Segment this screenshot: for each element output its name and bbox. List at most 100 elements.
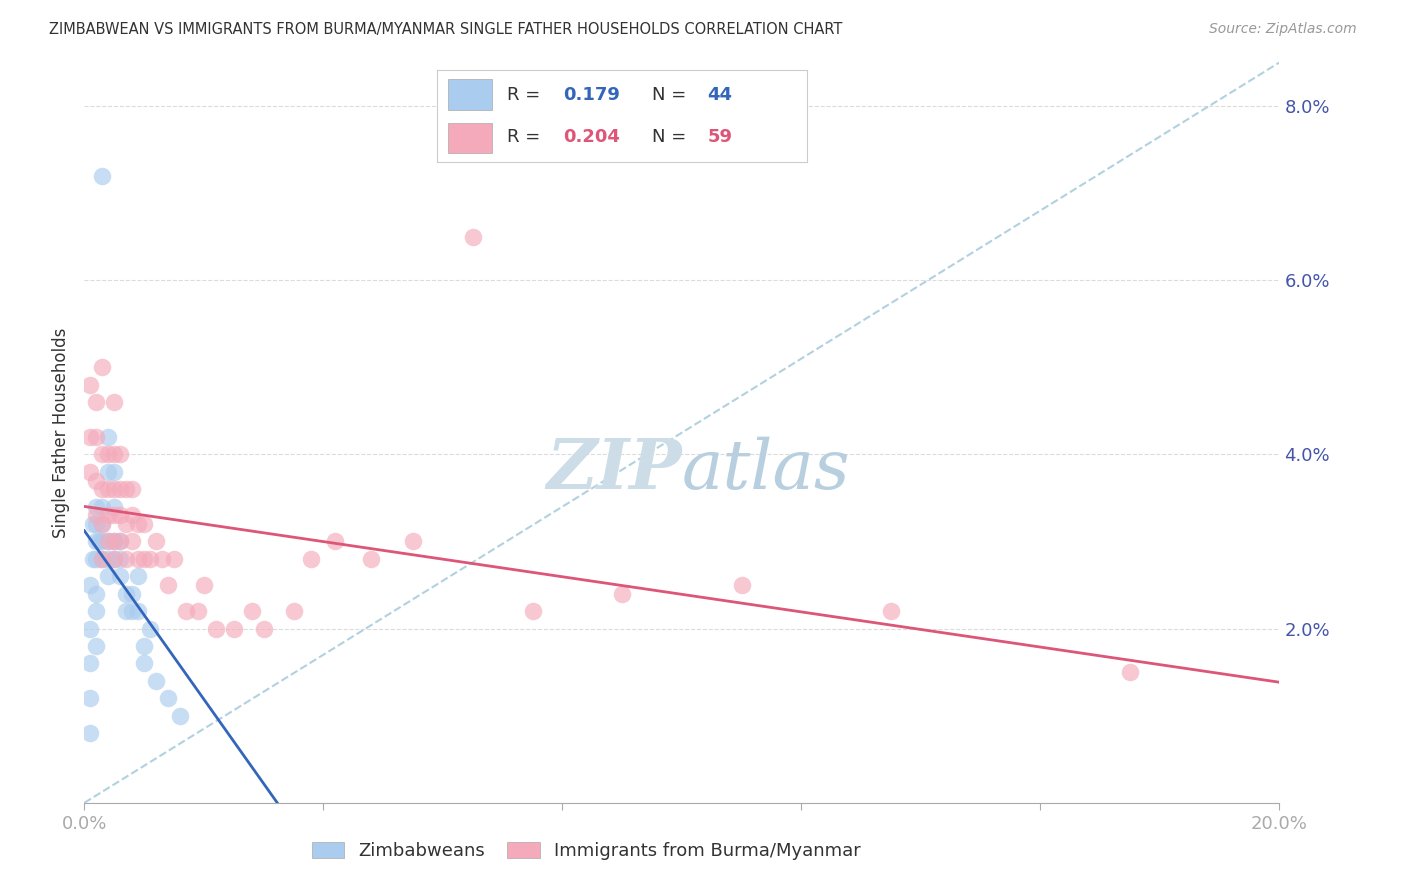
Point [115, 587, 138, 601]
Point [522, 604, 544, 618]
Point [97, 447, 120, 461]
Point [121, 604, 143, 618]
Point [115, 482, 138, 496]
Point [86, 395, 108, 409]
Point [91, 517, 114, 532]
Point [97, 508, 120, 523]
Point [110, 534, 132, 549]
Point [121, 534, 143, 549]
Point [91, 552, 114, 566]
Point [612, 587, 634, 601]
Point [132, 657, 156, 671]
Point [301, 552, 323, 566]
Legend: Zimbabweans, Immigrants from Burma/Myanmar: Zimbabweans, Immigrants from Burma/Myanm… [312, 842, 860, 861]
Point [253, 622, 276, 636]
Point [121, 508, 143, 523]
Point [79, 465, 101, 479]
Point [193, 578, 215, 592]
Point [240, 604, 263, 618]
Point [79, 726, 101, 740]
Point [187, 604, 209, 618]
Point [115, 517, 138, 532]
Point [163, 552, 186, 566]
Point [97, 534, 120, 549]
Point [103, 395, 125, 409]
Point [103, 534, 125, 549]
Point [86, 517, 108, 532]
Point [86, 430, 108, 444]
Point [103, 508, 125, 523]
Point [110, 569, 132, 583]
Point [127, 569, 149, 583]
Point [174, 604, 197, 618]
Point [97, 569, 120, 583]
Point [1119, 665, 1142, 680]
Point [97, 465, 120, 479]
Point [110, 552, 132, 566]
Point [103, 447, 125, 461]
Point [103, 552, 125, 566]
Point [360, 552, 382, 566]
Point [157, 578, 180, 592]
Point [91, 534, 114, 549]
Point [121, 482, 143, 496]
Point [169, 708, 191, 723]
Point [731, 578, 754, 592]
Point [139, 552, 162, 566]
Point [110, 534, 132, 549]
Point [91, 552, 114, 566]
Point [132, 552, 156, 566]
Point [79, 657, 101, 671]
Point [79, 430, 101, 444]
Point [115, 552, 138, 566]
Point [97, 430, 120, 444]
Point [91, 517, 114, 532]
Point [110, 447, 132, 461]
Point [103, 552, 125, 566]
Point [86, 639, 108, 653]
Point [82, 552, 104, 566]
Point [97, 552, 120, 566]
Point [91, 482, 114, 496]
Point [103, 500, 125, 514]
Point [283, 604, 305, 618]
Point [86, 474, 108, 488]
Point [86, 604, 108, 618]
Point [82, 517, 104, 532]
Point [461, 229, 484, 244]
Point [79, 578, 101, 592]
Point [121, 587, 143, 601]
Point [325, 534, 347, 549]
Point [110, 508, 132, 523]
Point [127, 604, 149, 618]
Point [86, 587, 108, 601]
Point [86, 534, 108, 549]
Point [115, 604, 138, 618]
Point [157, 691, 180, 706]
Point [89, 534, 111, 549]
Point [86, 508, 108, 523]
Point [79, 377, 101, 392]
Point [402, 534, 425, 549]
Point [79, 691, 101, 706]
Point [222, 622, 245, 636]
Text: Source: ZipAtlas.com: Source: ZipAtlas.com [1209, 22, 1357, 37]
Point [103, 482, 125, 496]
Point [150, 552, 173, 566]
Point [139, 622, 162, 636]
Point [103, 465, 125, 479]
Point [79, 622, 101, 636]
Point [132, 517, 156, 532]
Point [205, 622, 228, 636]
Point [880, 604, 903, 618]
Point [110, 482, 132, 496]
Point [97, 482, 120, 496]
Point [86, 552, 108, 566]
Point [91, 360, 114, 375]
Point [145, 534, 167, 549]
Point [132, 639, 156, 653]
Point [103, 534, 125, 549]
Text: atlas: atlas [682, 436, 851, 503]
Point [97, 534, 120, 549]
Y-axis label: Single Father Households: Single Father Households [52, 327, 70, 538]
